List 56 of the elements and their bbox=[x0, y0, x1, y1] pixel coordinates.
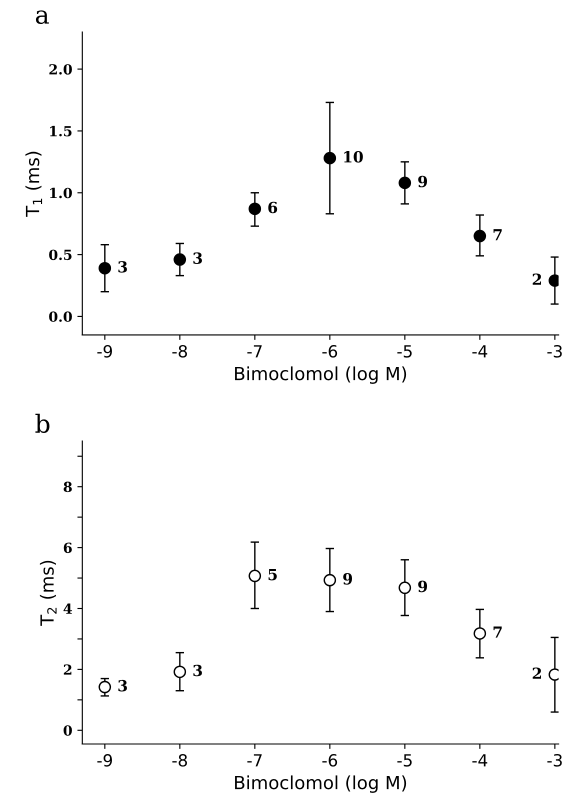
x-axis-title: Bimoclomol (log M) bbox=[235, 366, 406, 384]
point bbox=[474, 627, 486, 640]
annotation: 2 bbox=[532, 667, 541, 679]
x-axis-title: Bimoclomol (log M) bbox=[235, 775, 406, 793]
point bbox=[324, 152, 336, 164]
y-axis-title: T$_{2}$ (ms) bbox=[40, 560, 57, 626]
annotation: 3 bbox=[118, 680, 127, 692]
point bbox=[398, 176, 412, 190]
annotation: 9 bbox=[418, 580, 428, 592]
point bbox=[474, 230, 486, 242]
point bbox=[248, 570, 262, 582]
x-tick-label: -5 bbox=[397, 754, 412, 767]
x-tick-label: -9 bbox=[97, 344, 112, 358]
point bbox=[248, 202, 262, 216]
annotation: 9 bbox=[343, 573, 352, 585]
y-tick-label: 2.0 bbox=[49, 64, 72, 75]
y-tick-label: 0 bbox=[64, 725, 72, 736]
chart-title: b bbox=[35, 414, 50, 434]
x-tick-label: -8 bbox=[172, 754, 187, 767]
x-tick-label: -9 bbox=[97, 754, 112, 767]
y-tick-label: 1.5 bbox=[50, 126, 72, 136]
x-tick-label: -4 bbox=[472, 345, 488, 358]
x-tick-label: -6 bbox=[322, 344, 338, 358]
y-tick-label: 0.5 bbox=[49, 250, 72, 260]
point bbox=[98, 262, 112, 274]
annotation: 5 bbox=[268, 568, 277, 580]
point bbox=[174, 253, 186, 266]
y-axis-title: T$_{1}$ (ms) bbox=[25, 152, 42, 217]
x-tick-label: -5 bbox=[397, 345, 412, 358]
x-tick-label: -8 bbox=[172, 344, 187, 358]
chart-title: a bbox=[36, 10, 49, 24]
x-tick-label: -3 bbox=[547, 344, 562, 358]
annotation: 3 bbox=[118, 261, 127, 273]
y-tick-label: 4 bbox=[64, 603, 72, 614]
point bbox=[398, 582, 412, 594]
x-tick-label: -4 bbox=[472, 754, 488, 766]
point bbox=[98, 680, 112, 694]
x-tick-label: -7 bbox=[247, 345, 262, 358]
annotation: 2 bbox=[532, 273, 541, 285]
annotation: 3 bbox=[193, 664, 202, 676]
annotation: 7 bbox=[494, 229, 502, 240]
annotation: 7 bbox=[494, 626, 502, 638]
x-tick-label: -7 bbox=[247, 754, 262, 766]
y-tick-label: 6 bbox=[64, 542, 72, 554]
y-tick-label: 2 bbox=[64, 664, 72, 675]
annotation: 3 bbox=[193, 252, 202, 264]
y-tick-label: 1.0 bbox=[50, 188, 72, 198]
y-tick-label: 0.0 bbox=[49, 311, 72, 322]
x-tick-label: -6 bbox=[322, 754, 338, 767]
annotation: 9 bbox=[418, 176, 428, 188]
point bbox=[174, 666, 186, 678]
y-tick-label: 8 bbox=[64, 482, 72, 492]
annotation: 10 bbox=[344, 151, 363, 163]
x-tick-label: -3 bbox=[547, 754, 562, 767]
point bbox=[324, 574, 336, 586]
annotation: 6 bbox=[268, 202, 278, 214]
